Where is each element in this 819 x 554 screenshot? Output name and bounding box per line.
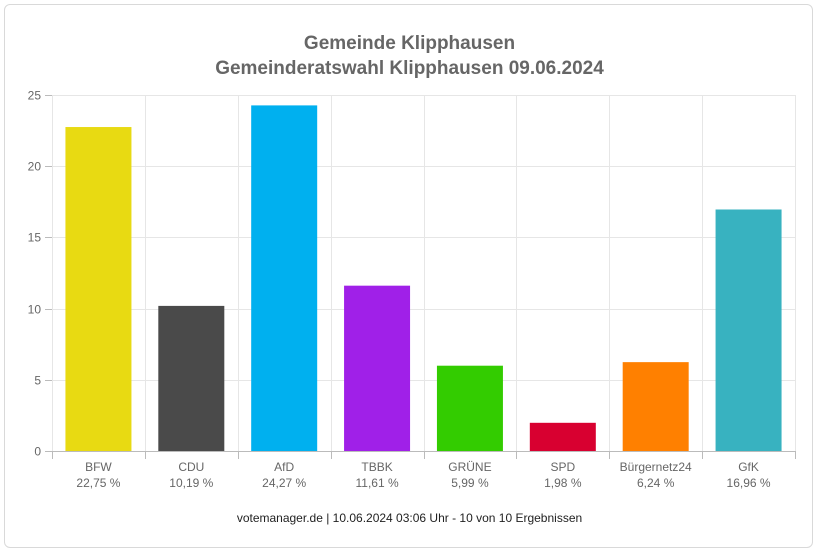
chart-title: Gemeinde Klipphausen	[303, 33, 516, 54]
y-tick-label: 0	[34, 445, 41, 459]
x-tick-label: TBBK	[361, 460, 392, 474]
chart-footer: votemanager.de | 10.06.2024 03:06 Uhr - …	[236, 511, 583, 525]
data-label: 16,96 %	[727, 476, 771, 490]
y-tick-label: 25	[28, 89, 42, 103]
y-tick-label: 15	[28, 231, 42, 245]
chart-subtitle: Gemeinderatswahl Klipphausen 09.06.2024	[215, 58, 604, 79]
data-label: 24,27 %	[262, 476, 306, 490]
x-tick-label: AfD	[274, 460, 294, 474]
data-label: 6,24 %	[637, 476, 675, 490]
bar-bürgernetz24	[622, 362, 689, 451]
bar-tbbk	[344, 285, 411, 451]
x-tick-label: Bürgernetz24	[620, 460, 692, 474]
y-tick-label: 20	[28, 160, 42, 174]
x-tick-label: BFW	[85, 460, 112, 474]
data-label: 5,99 %	[451, 476, 489, 490]
x-tick-label: GfK	[738, 460, 759, 474]
bar-bfw	[65, 127, 132, 451]
bar-spd	[529, 422, 596, 451]
x-tick-label: SPD	[550, 460, 575, 474]
bar-grüne	[436, 365, 503, 451]
bar-afd	[251, 105, 318, 451]
x-tick-label: GRÜNE	[448, 460, 491, 474]
data-label: 1,98 %	[544, 476, 582, 490]
x-tick-label: CDU	[178, 460, 204, 474]
data-label: 10,19 %	[169, 476, 213, 490]
data-label: 22,75 %	[76, 476, 120, 490]
bar-gfk	[715, 209, 782, 451]
chart-card	[4, 4, 813, 548]
bar-cdu	[158, 305, 225, 451]
y-tick-label: 10	[28, 303, 42, 317]
data-label: 11,61 %	[355, 476, 398, 490]
y-tick-label: 5	[34, 374, 41, 388]
